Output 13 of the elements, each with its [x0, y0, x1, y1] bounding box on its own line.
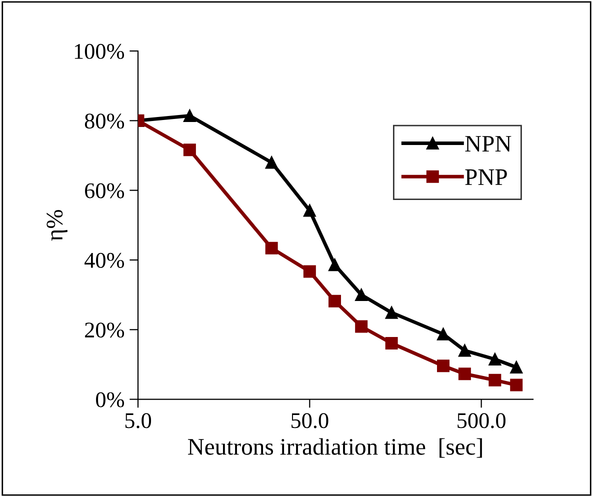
x-tick-label: 500.0: [458, 413, 506, 428]
x-tick-label: 5.0: [125, 413, 152, 428]
y-tick-label: 60%: [85, 183, 124, 198]
legend-label: NPN: [465, 136, 512, 152]
y-tick-label: 20%: [85, 322, 124, 338]
y-tick-label: 0%: [96, 392, 124, 408]
y-tick-label: 100%: [74, 44, 124, 59]
y-tick-label: 40%: [84, 252, 124, 268]
y-tick-label: 80%: [84, 114, 124, 129]
x-axis-title: Neutrons irradiation time [sec]: [188, 438, 482, 458]
legend-label: PNP: [465, 169, 507, 185]
y-axis-title: η%: [46, 210, 68, 241]
x-tick-label: 50.0: [292, 413, 328, 428]
